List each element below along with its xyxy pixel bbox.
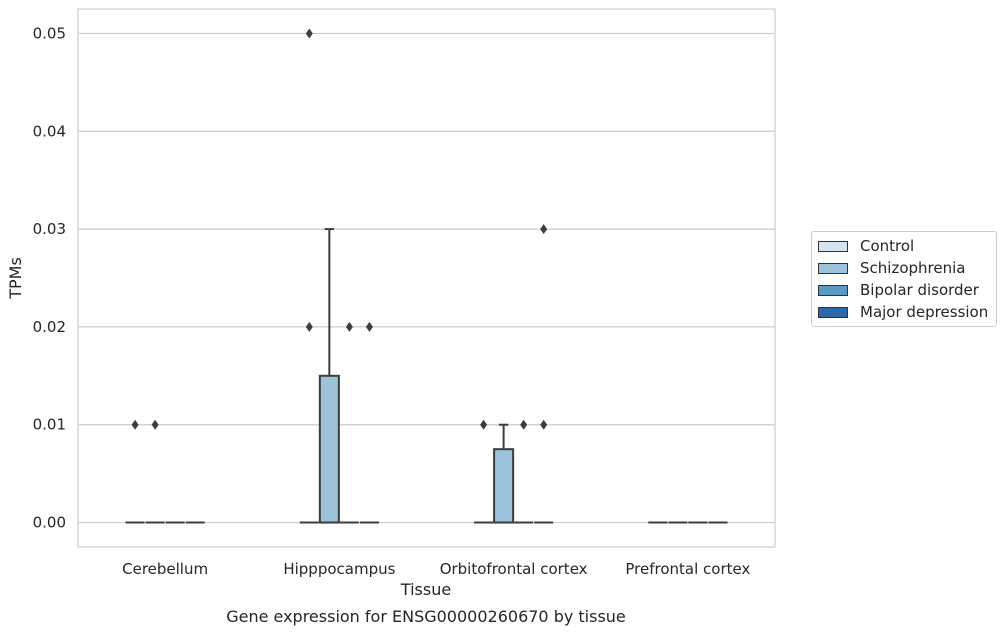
legend-swatch-schizophrenia	[818, 262, 848, 274]
outlier-point	[365, 321, 373, 332]
legend-swatch-control	[818, 240, 848, 252]
legend-label-major-depression: Major depression	[860, 303, 989, 321]
legend: Control Schizophrenia Bipolar disorder M…	[811, 231, 997, 327]
box-group	[474, 419, 494, 524]
legend-swatch-major-depression	[818, 306, 848, 318]
box-group	[514, 419, 534, 524]
box-group	[145, 419, 165, 524]
box-group	[534, 224, 554, 524]
y-axis-ticks: 0.00 0.01 0.02 0.03 0.04 0.05	[33, 24, 66, 531]
x-axis-ticks: Cerebellum Hipppocampus Orbitofrontal cort…	[122, 560, 750, 578]
box-group	[299, 28, 319, 524]
outlier-point	[520, 419, 528, 430]
box-group	[125, 419, 145, 524]
outlier-point	[480, 419, 488, 430]
legend-swatch-bipolar-disorder	[818, 284, 848, 296]
legend-label-bipolar-disorder: Bipolar disorder	[860, 281, 979, 299]
legend-label-control: Control	[860, 237, 915, 255]
box-group	[493, 423, 515, 524]
legend-item-control: Control	[818, 236, 914, 256]
outlier-point	[345, 321, 353, 332]
y-axis-label: TPMs	[6, 257, 25, 300]
legend-item-bipolar-disorder: Bipolar disorder	[818, 280, 979, 300]
box	[318, 374, 340, 524]
legend-label-schizophrenia: Schizophrenia	[860, 259, 966, 277]
box-group	[318, 228, 340, 524]
x-tick-label: Prefrontal cortex	[625, 560, 750, 578]
y-tick-label: 0.05	[33, 24, 66, 42]
outlier-point	[305, 321, 313, 332]
y-tick-label: 0.00	[33, 514, 66, 532]
outlier-point	[151, 419, 159, 430]
box-group	[339, 321, 359, 524]
outlier-point	[131, 419, 139, 430]
outlier-point	[305, 28, 313, 39]
plot-area	[77, 8, 776, 548]
y-tick-label: 0.01	[33, 416, 66, 434]
chart-title: Gene expression for ENSG00000260670 by t…	[226, 607, 626, 626]
legend-item-schizophrenia: Schizophrenia	[818, 258, 965, 278]
box	[493, 448, 515, 524]
outlier-point	[540, 224, 548, 235]
y-tick-label: 0.04	[33, 122, 66, 140]
legend-item-major-depression: Major depression	[818, 302, 988, 322]
x-tick-label: Orbitofrontal cortex	[440, 560, 588, 578]
x-tick-label: Cerebellum	[122, 560, 208, 578]
y-tick-label: 0.02	[33, 318, 66, 336]
box-group	[359, 321, 379, 524]
y-tick-label: 0.03	[33, 220, 66, 238]
outlier-point	[540, 419, 548, 430]
x-axis-label: Tissue	[400, 580, 451, 599]
box-marks	[125, 28, 728, 524]
x-tick-label: Hipppocampus	[283, 560, 395, 578]
